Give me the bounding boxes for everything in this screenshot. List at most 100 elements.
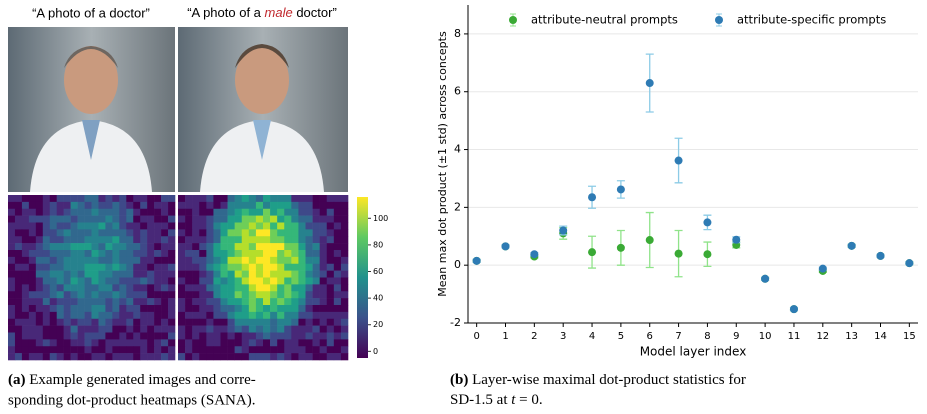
heatmap-cell	[8, 291, 16, 299]
heatmap-cell	[213, 263, 221, 271]
heatmap-cell	[185, 229, 193, 237]
heatmap-cell	[112, 263, 120, 271]
heatmap-cell	[119, 353, 127, 361]
heatmap-cell	[248, 222, 257, 230]
heatmap-cell	[105, 195, 113, 203]
heatmap-cell	[277, 284, 285, 292]
heatmap-cell	[185, 332, 193, 340]
heatmap-cell	[220, 346, 228, 354]
heatmap-cell	[70, 270, 78, 278]
heatmap-cell	[291, 318, 299, 326]
heatmap-cell	[319, 332, 328, 340]
heatmap-cell	[147, 346, 155, 354]
heatmap-cell	[178, 305, 186, 313]
heatmap-cell	[298, 325, 306, 333]
heatmap-cell	[21, 201, 30, 210]
heatmap-cell	[312, 195, 320, 203]
heatmap-cell	[147, 298, 155, 306]
heatmap-cell	[298, 236, 306, 244]
data-point	[616, 185, 625, 194]
heatmap-cell	[192, 229, 200, 237]
heatmap-cell	[255, 291, 264, 299]
heatmap-cell	[168, 195, 176, 203]
heatmap-cell	[291, 243, 299, 251]
heatmap-cell	[305, 250, 313, 258]
heatmap-cell	[77, 270, 85, 278]
heatmap-cell	[56, 277, 64, 285]
heatmap-cell	[340, 332, 349, 340]
heatmap-cell	[168, 201, 176, 210]
heatmap-cell	[154, 215, 162, 223]
heatmap-cell	[84, 291, 92, 299]
heatmap-cell	[192, 208, 200, 216]
heatmap-cell	[91, 311, 99, 320]
heatmap-cell	[91, 208, 99, 216]
heatmap-cell	[56, 243, 64, 251]
heatmap-cell	[192, 305, 200, 313]
heatmap-cell	[63, 325, 71, 333]
heatmap-cell	[77, 256, 85, 265]
heatmap-cell	[255, 222, 264, 230]
heatmap-cell	[35, 256, 44, 265]
heatmap-cell	[105, 270, 113, 278]
x-tick-label: 15	[903, 331, 916, 342]
heatmap-cell	[168, 339, 176, 347]
heatmap-cell	[192, 222, 200, 230]
heatmap-cell	[21, 284, 30, 292]
heatmap-cell	[319, 298, 328, 306]
heatmap-cell	[185, 318, 193, 326]
heatmap-cell	[28, 229, 37, 237]
heatmap-cell	[277, 298, 285, 306]
heatmap-cell	[263, 270, 271, 278]
heatmap-cell	[255, 263, 264, 271]
heatmap-cell	[199, 277, 207, 285]
heatmap-cell	[234, 215, 243, 223]
heatmap-cell	[70, 222, 78, 230]
heatmap-cell	[220, 305, 228, 313]
x-tick-label: 12	[816, 331, 829, 342]
heatmap-cell	[91, 195, 99, 203]
heatmap-cell	[270, 346, 278, 354]
heatmap-cell	[154, 298, 162, 306]
heatmap-cell	[263, 208, 271, 216]
heatmap-cell	[333, 311, 342, 320]
heatmap-cell	[28, 215, 37, 223]
heatmap-cell	[105, 215, 113, 223]
data-point	[703, 218, 712, 227]
heatmap-cell	[319, 318, 328, 326]
heatmap-cell	[42, 250, 51, 258]
heatmap-cell	[161, 270, 169, 278]
heatmap-cell	[91, 332, 99, 340]
heatmap-cell	[70, 201, 78, 210]
heatmap-cell	[49, 298, 58, 306]
heatmap-cell	[333, 284, 342, 292]
data-point	[876, 251, 885, 260]
heatmap-cell	[227, 208, 235, 216]
heatmap-cell	[147, 284, 155, 292]
heatmap-cell	[185, 305, 193, 313]
heatmap-cell	[56, 332, 64, 340]
heatmap-cell	[298, 346, 306, 354]
heatmap-cell	[140, 318, 148, 326]
heatmap-cell	[305, 195, 313, 203]
heatmap-cell	[305, 332, 313, 340]
heatmap-cell	[234, 318, 243, 326]
heatmap-cell	[284, 250, 292, 258]
heatmap-cell	[263, 346, 271, 354]
heatmap-cell	[63, 339, 71, 347]
heatmap-cell	[340, 201, 349, 210]
heatmap-cell	[319, 215, 328, 223]
heatmap-cell	[185, 353, 193, 361]
heatmap-cell	[147, 318, 155, 326]
heatmap-cell	[70, 339, 78, 347]
heatmap-cell	[161, 318, 169, 326]
heatmap-cell	[291, 277, 299, 285]
heatmap-cell	[178, 291, 186, 299]
heatmap-cell	[28, 208, 37, 216]
heatmap-cell	[91, 222, 99, 230]
heatmap-cell	[241, 277, 250, 285]
heatmap-cell	[263, 256, 271, 265]
heatmap-cell	[305, 291, 313, 299]
heatmap-cell	[28, 332, 37, 340]
heatmap-cell	[305, 236, 313, 244]
